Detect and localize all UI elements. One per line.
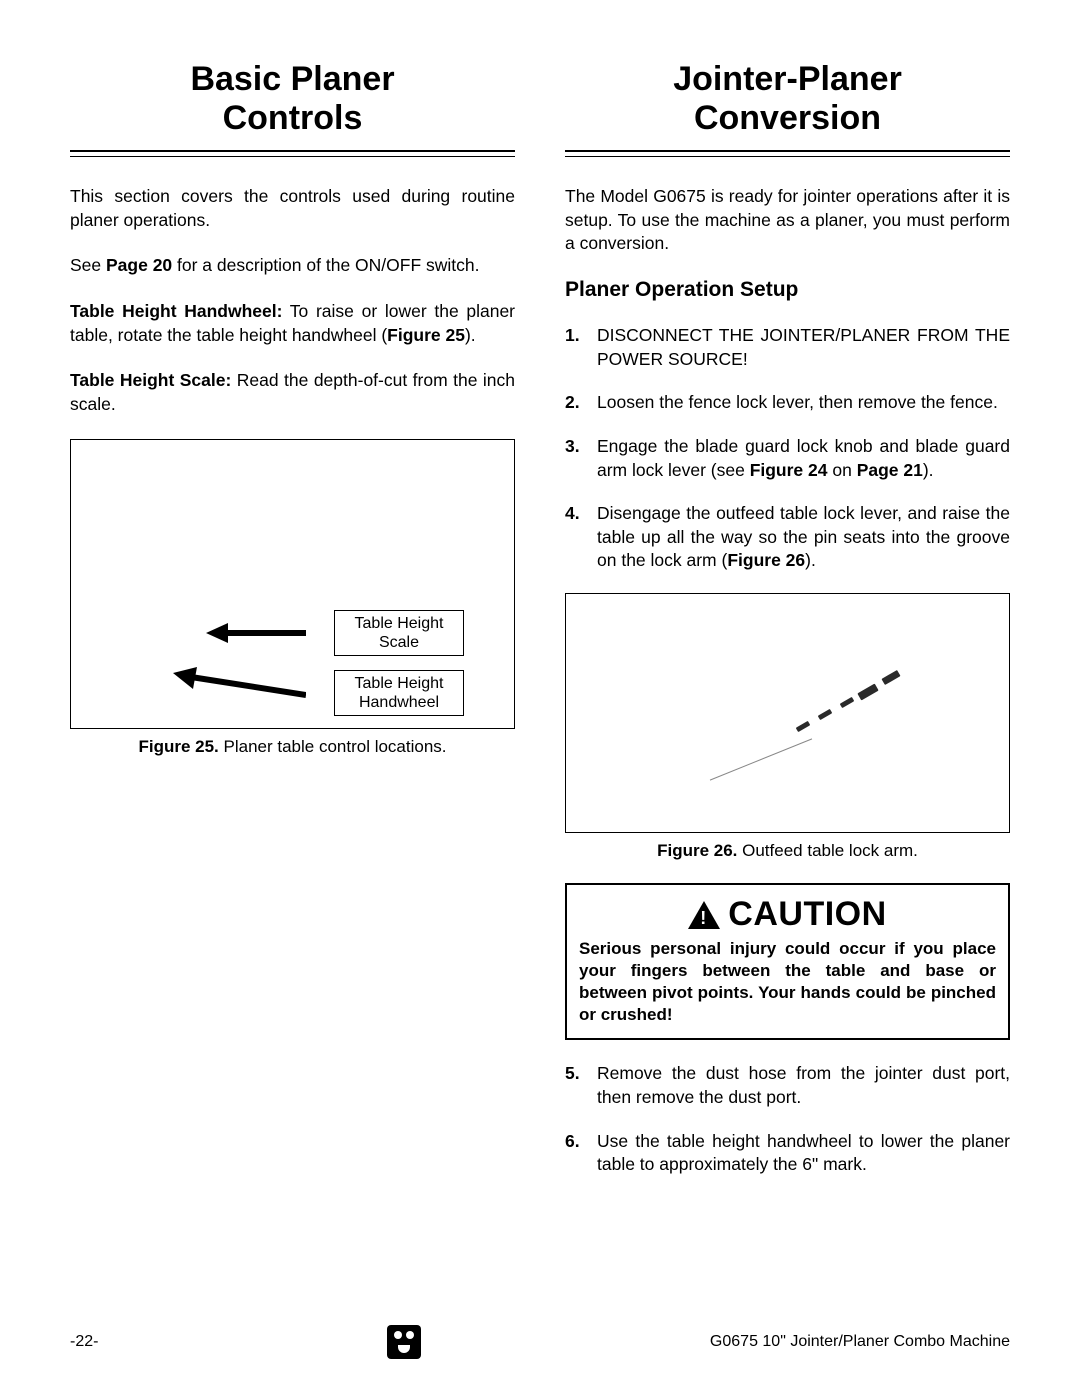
- step-text: DISCONNECT THE JOINTER/PLANER FROM THE P…: [597, 325, 1010, 369]
- label-line: Table Height: [355, 675, 444, 692]
- doc-title: G0675 10" Jointer/Planer Combo Machine: [710, 1333, 1010, 1351]
- figure-25-label-scale: Table Height Scale: [334, 610, 464, 656]
- figure-ref: Figure 25: [387, 325, 465, 345]
- title-rule-thick: [565, 150, 1010, 152]
- figure-25-caption: Figure 25. Planer table control location…: [70, 737, 515, 757]
- title-line: Basic Planer: [190, 60, 394, 98]
- steps-list: DISCONNECT THE JOINTER/PLANER FROM THE P…: [565, 324, 1010, 573]
- term: Table Height Handwheel:: [70, 301, 282, 321]
- text: for a description of the ON/OFF switch.: [172, 255, 479, 275]
- planer-setup-heading: Planer Operation Setup: [565, 278, 1010, 302]
- brand-logo-icon: [387, 1325, 421, 1359]
- caution-box: CAUTION Serious personal injury could oc…: [565, 883, 1010, 1040]
- page-ref: Page 20: [106, 255, 172, 275]
- step-5: Remove the dust hose from the jointer du…: [565, 1062, 1010, 1109]
- label-line: Table Height: [355, 615, 444, 632]
- page-number: -22-: [70, 1333, 98, 1351]
- step-1: DISCONNECT THE JOINTER/PLANER FROM THE P…: [565, 324, 1010, 371]
- right-title: Jointer-Planer Conversion: [565, 60, 1010, 138]
- right-column: Jointer-Planer Conversion The Model G067…: [565, 60, 1010, 1197]
- left-column: Basic Planer Controls This section cover…: [70, 60, 515, 1197]
- term: Table Height Scale:: [70, 370, 231, 390]
- label-line: Handwheel: [359, 694, 439, 711]
- page-footer: -22- G0675 10" Jointer/Planer Combo Mach…: [70, 1325, 1010, 1359]
- figure-26-box: [565, 593, 1010, 833]
- caption-bold: Figure 25.: [138, 737, 218, 756]
- label-line: Scale: [379, 634, 419, 651]
- step-6: Use the table height handwheel to lower …: [565, 1130, 1010, 1177]
- right-intro: The Model G0675 is ready for jointer ope…: [565, 185, 1010, 256]
- text: on: [828, 460, 857, 480]
- left-p3: Table Height Handwheel: To raise or lowe…: [70, 300, 515, 347]
- figure-26-dash: [840, 697, 855, 708]
- step-4: Disengage the outfeed table lock lever, …: [565, 502, 1010, 573]
- step-3: Engage the blade guard lock knob and bla…: [565, 435, 1010, 482]
- page-ref: Page 21: [857, 460, 923, 480]
- left-p4: Table Height Scale: Read the depth-of-cu…: [70, 369, 515, 416]
- caution-header: CAUTION: [579, 895, 996, 934]
- figure-26-dash: [857, 684, 878, 701]
- left-p1: This section covers the controls used du…: [70, 185, 515, 232]
- two-column-layout: Basic Planer Controls This section cover…: [70, 60, 1010, 1197]
- figure-26-dash: [796, 721, 811, 732]
- figure-ref: Figure 24: [750, 460, 828, 480]
- caution-body: Serious personal injury could occur if y…: [579, 938, 996, 1026]
- text: ).: [923, 460, 934, 480]
- figure-25-label-handwheel: Table Height Handwheel: [334, 670, 464, 716]
- title-rule-thin: [565, 156, 1010, 157]
- figure-26-line: [710, 738, 812, 780]
- caption-bold: Figure 26.: [657, 841, 737, 860]
- figure-26-caption: Figure 26. Outfeed table lock arm.: [565, 841, 1010, 861]
- text: See: [70, 255, 106, 275]
- step-2: Loosen the fence lock lever, then remove…: [565, 391, 1010, 415]
- title-line: Controls: [223, 99, 363, 137]
- figure-26-dash: [818, 709, 833, 720]
- warning-triangle-icon: [688, 901, 720, 929]
- arrow-icon: [206, 620, 306, 646]
- title-line: Jointer-Planer: [673, 60, 902, 98]
- title-line: Conversion: [694, 99, 881, 137]
- left-title: Basic Planer Controls: [70, 60, 515, 138]
- arrow-icon: [171, 665, 306, 705]
- title-rule-thick: [70, 150, 515, 152]
- left-p2: See Page 20 for a description of the ON/…: [70, 254, 515, 278]
- text: ).: [805, 550, 816, 570]
- caution-word: CAUTION: [728, 895, 886, 934]
- figure-25-box: Table Height Scale Table Height Handwhee…: [70, 439, 515, 729]
- text: ).: [465, 325, 476, 345]
- figure-ref: Figure 26: [727, 550, 805, 570]
- caption-text: Outfeed table lock arm.: [737, 841, 917, 860]
- steps-list-cont: Remove the dust hose from the jointer du…: [565, 1062, 1010, 1177]
- caption-text: Planer table control locations.: [219, 737, 447, 756]
- figure-26-dash: [881, 670, 900, 685]
- title-rule-thin: [70, 156, 515, 157]
